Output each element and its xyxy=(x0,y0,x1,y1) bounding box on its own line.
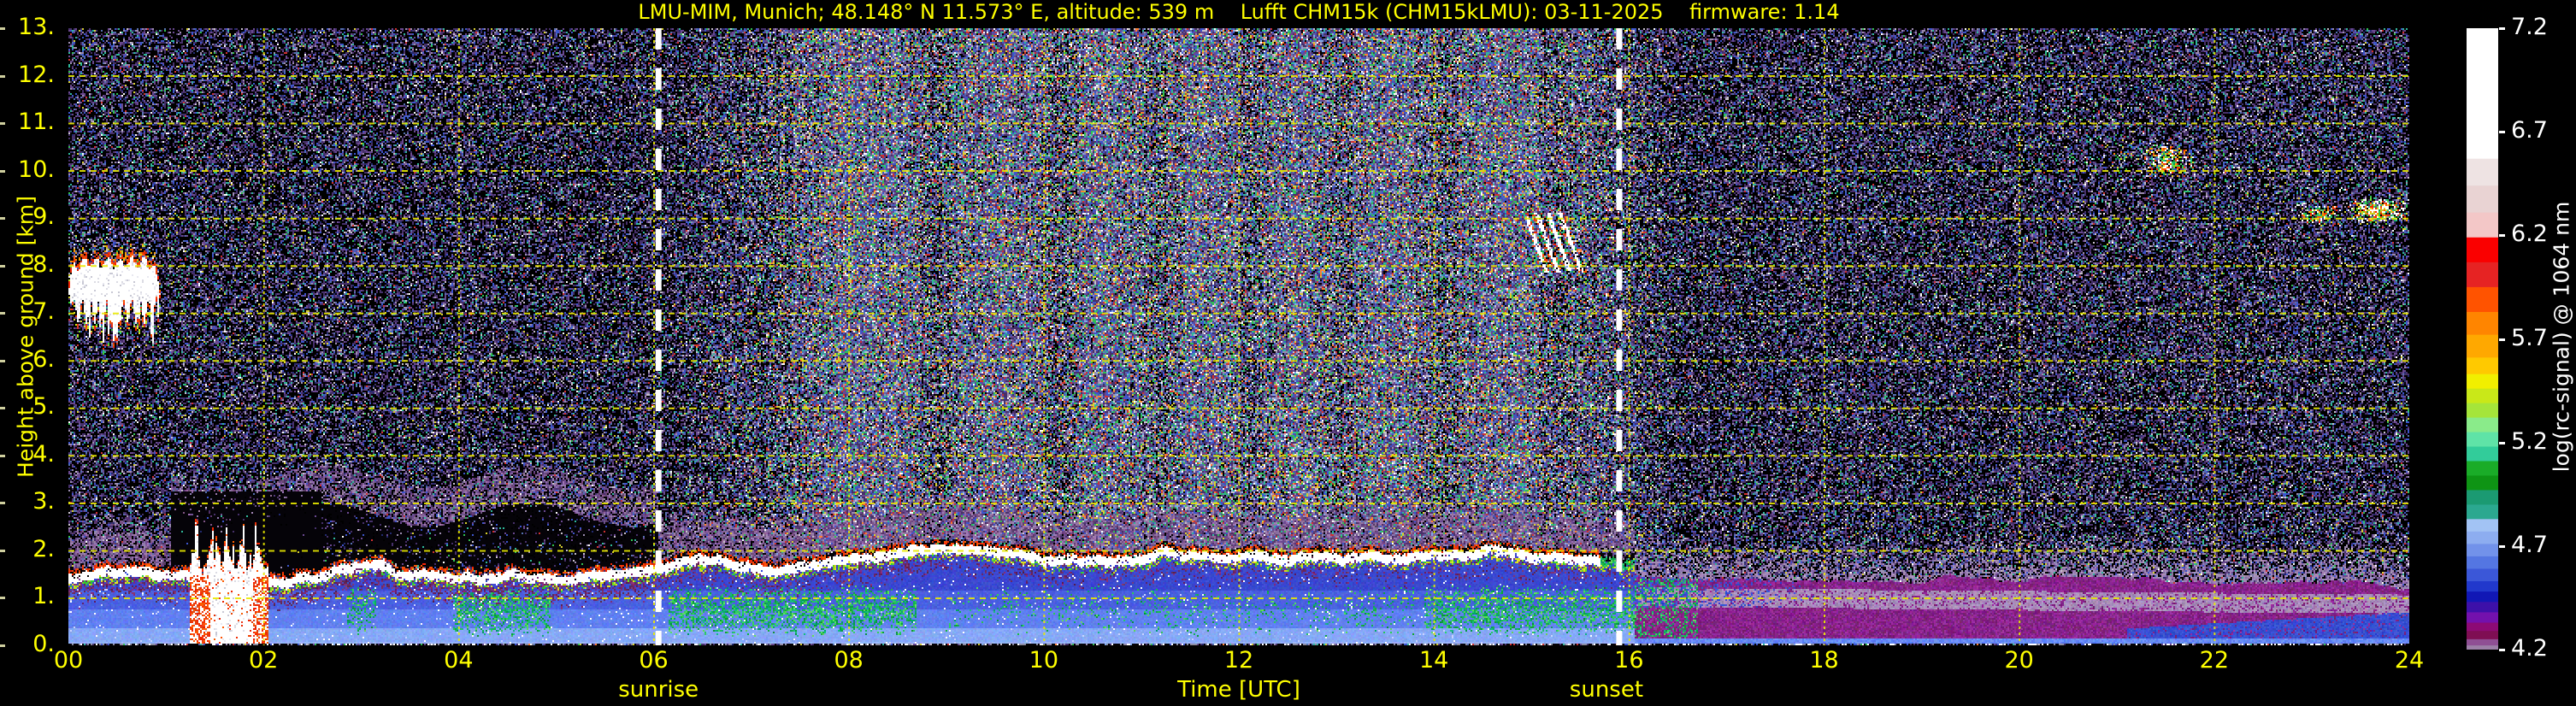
x-tick-label: 00 xyxy=(53,647,84,674)
x-tick-label: 12 xyxy=(1223,647,1254,674)
y-axis-tick xyxy=(0,454,5,457)
colorbar-tick xyxy=(2499,234,2505,238)
colorbar-tick xyxy=(2499,441,2505,444)
colorbar-tick xyxy=(2499,544,2505,548)
colorbar-tick xyxy=(2499,338,2505,341)
colorbar-tick xyxy=(2499,649,2505,651)
y-tick-label: 12. xyxy=(18,61,55,88)
y-axis-label: Height above ground [km] xyxy=(13,196,38,478)
y-tick-label: 4. xyxy=(32,440,55,468)
y-axis-tick xyxy=(0,359,5,362)
colorbar-tick-label: 5.2 xyxy=(2511,427,2548,455)
y-axis-tick xyxy=(0,644,5,647)
colorbar-tick-label: 6.2 xyxy=(2511,221,2548,248)
colorbar-tick-label: 6.7 xyxy=(2511,117,2548,144)
colorbar-tick-label: 5.7 xyxy=(2511,324,2548,351)
backscatter-heatmap-canvas xyxy=(68,28,2409,645)
x-tick-label: 24 xyxy=(2394,647,2425,674)
y-tick-label: 5. xyxy=(32,393,55,421)
y-axis-tick xyxy=(0,217,5,221)
colorbar-tick-label: 7.2 xyxy=(2511,14,2548,40)
y-axis-tick xyxy=(0,407,5,410)
y-tick-label: 7. xyxy=(32,298,55,326)
x-axis-label: Time [UTC] xyxy=(1177,677,1300,703)
y-tick-label: 9. xyxy=(32,203,55,231)
y-axis-tick xyxy=(0,169,5,173)
y-tick-label: 3. xyxy=(32,488,55,515)
y-tick-label: 0. xyxy=(32,631,55,657)
y-tick-label: 13. xyxy=(18,14,55,40)
colorbar-tick-label: 4.7 xyxy=(2511,531,2548,558)
y-tick-label: 1. xyxy=(32,583,55,610)
x-tick-label: 10 xyxy=(1029,647,1058,674)
x-tick-label: 04 xyxy=(444,647,474,674)
plot-title: LMU-MIM, Munich; 48.148° N 11.573° E, al… xyxy=(638,0,1840,24)
colorbar-tick xyxy=(2499,131,2505,134)
y-axis-tick xyxy=(0,312,5,315)
y-axis-tick xyxy=(0,597,5,600)
sunset-label: sunset xyxy=(1569,677,1644,703)
y-tick-label: 8. xyxy=(32,250,55,278)
x-tick-label: 16 xyxy=(1614,647,1644,674)
y-axis-tick xyxy=(0,122,5,126)
x-tick-label: 14 xyxy=(1418,647,1449,674)
x-tick-label: 02 xyxy=(248,647,279,674)
colorbar-gradient xyxy=(2467,28,2498,650)
y-axis-tick xyxy=(0,502,5,505)
y-axis-tick xyxy=(0,264,5,268)
y-axis-tick xyxy=(0,549,5,552)
y-tick-label: 11. xyxy=(18,109,55,136)
x-tick-label: 06 xyxy=(639,647,669,674)
colorbar-tick-label: 4.2 xyxy=(2511,635,2548,662)
y-axis-tick xyxy=(0,74,5,78)
x-tick-label: 20 xyxy=(2004,647,2034,674)
x-tick-label: 18 xyxy=(1809,647,1839,674)
x-tick-label: 22 xyxy=(2199,647,2229,674)
y-tick-label: 6. xyxy=(32,345,55,373)
colorbar-tick xyxy=(2499,27,2505,30)
sunrise-label: sunrise xyxy=(618,677,699,703)
y-tick-label: 10. xyxy=(18,156,55,183)
x-tick-label: 08 xyxy=(834,647,864,674)
y-tick-label: 2. xyxy=(32,535,55,562)
y-axis-tick xyxy=(0,27,5,30)
